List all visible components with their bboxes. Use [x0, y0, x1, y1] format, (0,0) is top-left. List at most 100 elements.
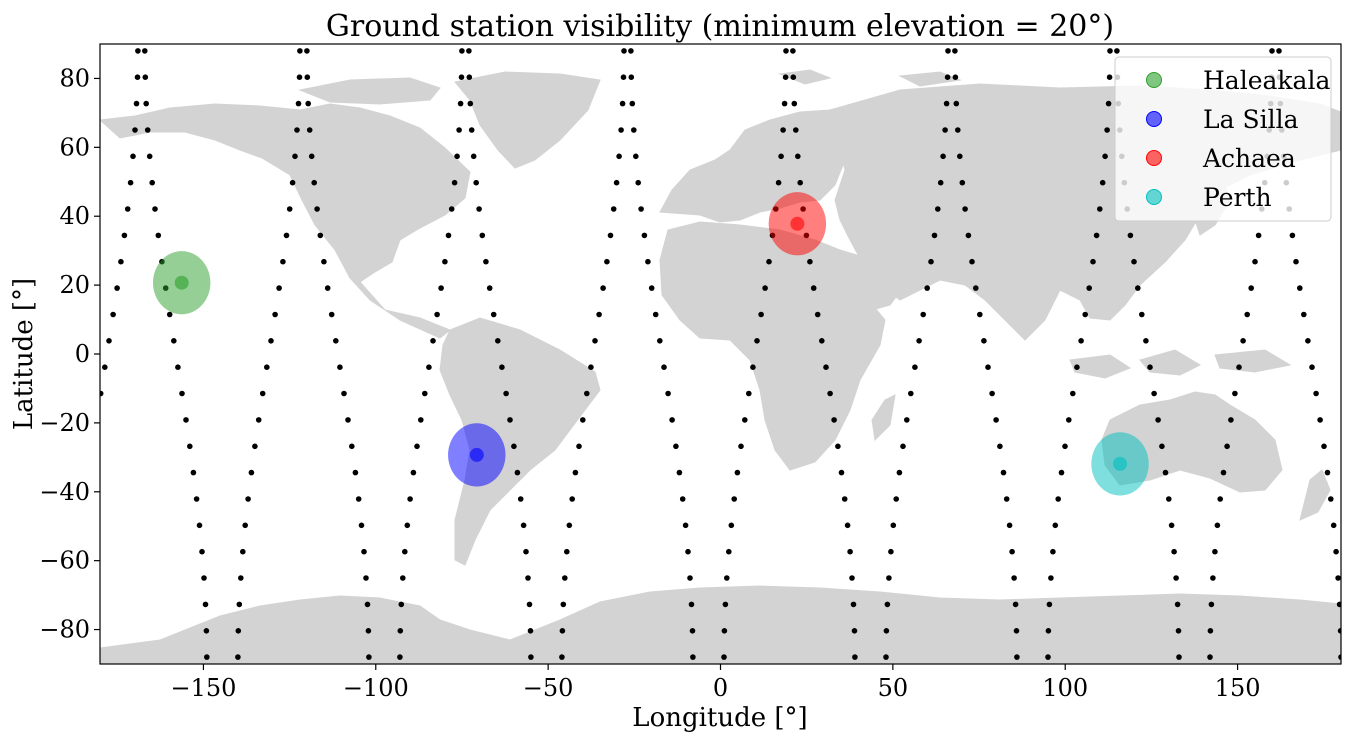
- track-point: [580, 417, 586, 423]
- track-point: [852, 654, 858, 660]
- track-point: [596, 311, 602, 318]
- track-point: [1147, 364, 1153, 371]
- station-marker-haleakala: [174, 275, 189, 290]
- track-point: [778, 153, 784, 160]
- track-point: [827, 390, 833, 397]
- track-point: [851, 628, 858, 634]
- track-point: [337, 364, 343, 371]
- track-point: [679, 496, 686, 502]
- track-point: [204, 654, 210, 660]
- y-axis: 80 60 40 20 0 −20 −40 −60 −80: [39, 64, 100, 644]
- track-point: [1114, 48, 1120, 54]
- track-point: [305, 100, 312, 107]
- land-arctic-islands: [298, 77, 441, 105]
- track-point: [1269, 48, 1275, 54]
- track-point: [1014, 654, 1020, 660]
- track-point: [790, 74, 797, 80]
- track-point: [758, 311, 764, 318]
- track-point: [289, 179, 296, 186]
- track-point: [850, 601, 857, 608]
- track-point: [503, 390, 509, 397]
- track-point: [511, 443, 517, 450]
- track-point: [965, 232, 972, 239]
- track-point: [272, 311, 278, 318]
- track-point: [613, 179, 620, 186]
- track-point: [728, 522, 735, 529]
- track-point: [1155, 417, 1161, 423]
- track-point: [1335, 575, 1341, 581]
- track-point: [355, 496, 362, 502]
- track-point: [358, 522, 365, 529]
- track-point: [937, 179, 944, 186]
- track-point: [142, 74, 149, 80]
- track-point: [1174, 601, 1181, 608]
- track-point: [276, 285, 282, 291]
- track-point: [920, 311, 926, 318]
- track-point: [849, 575, 855, 581]
- track-point: [179, 390, 185, 397]
- track-point: [1176, 654, 1182, 660]
- track-point: [106, 338, 112, 344]
- track-point: [734, 469, 741, 476]
- track-point: [607, 232, 614, 239]
- track-point: [1011, 575, 1017, 581]
- land-madagascar: [871, 394, 896, 442]
- land-arctic-russia-islands: [778, 69, 962, 87]
- track-point: [458, 74, 465, 80]
- track-point: [844, 522, 851, 529]
- track-point: [645, 258, 651, 265]
- track-point: [1050, 548, 1056, 555]
- track-point: [762, 285, 768, 291]
- track-point: [1159, 443, 1165, 450]
- track-point: [294, 127, 300, 133]
- track-point: [916, 338, 922, 344]
- track-point: [486, 285, 493, 291]
- track-point: [1106, 74, 1113, 80]
- track-point: [445, 232, 452, 239]
- track-point: [499, 364, 505, 371]
- track-point: [746, 390, 752, 397]
- y-tick-label: 0: [75, 340, 90, 368]
- track-point: [422, 390, 428, 397]
- track-point: [451, 179, 458, 186]
- track-point: [942, 127, 948, 133]
- track-point: [397, 654, 403, 660]
- track-point: [1166, 496, 1172, 502]
- legend-marker-achaea: [1146, 150, 1162, 166]
- track-point: [981, 338, 987, 344]
- track-point: [1252, 258, 1258, 265]
- track-point: [434, 311, 440, 318]
- track-point: [1236, 364, 1242, 371]
- track-point: [688, 601, 695, 608]
- track-point: [146, 153, 153, 160]
- track-point: [791, 100, 798, 107]
- track-point: [977, 311, 983, 318]
- track-point: [823, 364, 829, 371]
- track-point: [1093, 232, 1100, 239]
- track-point: [1305, 338, 1311, 344]
- track-point: [133, 100, 140, 107]
- track-point: [1255, 232, 1262, 239]
- track-point: [726, 548, 732, 555]
- track-point: [345, 417, 351, 423]
- track-point: [1333, 548, 1339, 555]
- track-point: [721, 654, 727, 660]
- track-point: [944, 74, 951, 80]
- track-point: [888, 548, 894, 555]
- track-point: [1207, 628, 1214, 634]
- track-point: [1127, 232, 1134, 239]
- track-point: [317, 232, 324, 239]
- track-point: [940, 153, 946, 160]
- track-point: [619, 100, 626, 107]
- track-point: [1062, 443, 1068, 450]
- y-tick-label: 80: [59, 64, 90, 92]
- track-point: [997, 443, 1003, 450]
- track-point: [1338, 654, 1341, 660]
- ground-station-visibility-regions: [152, 192, 1149, 496]
- track-point: [467, 100, 474, 107]
- track-point: [890, 522, 897, 529]
- track-point: [629, 100, 636, 107]
- satellite-ground-track: [100, 48, 1341, 660]
- track-point: [426, 364, 432, 371]
- track-point: [1248, 285, 1254, 291]
